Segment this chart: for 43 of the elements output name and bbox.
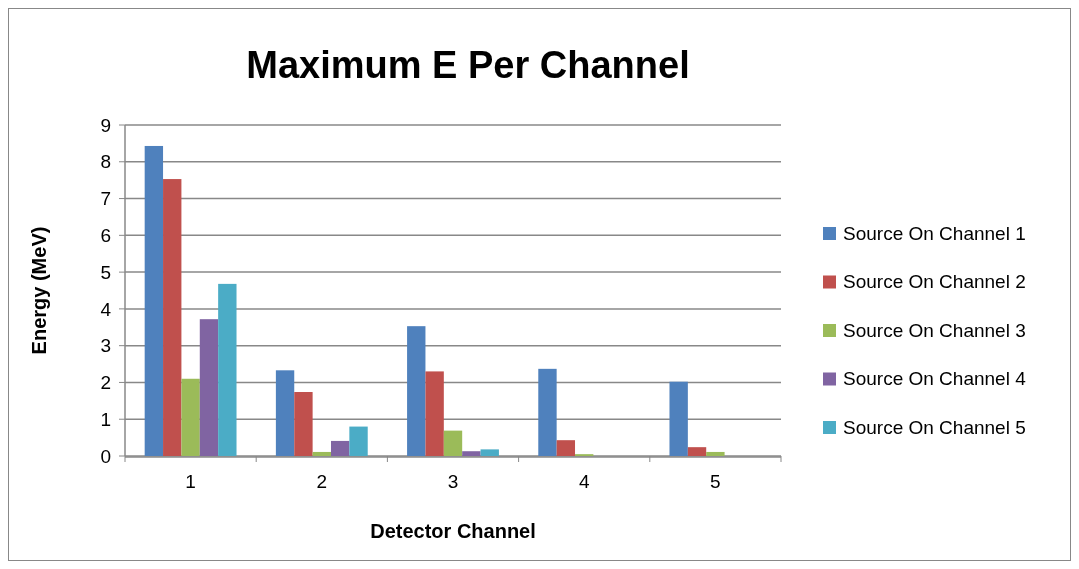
bar: [349, 426, 368, 456]
bar: [144, 145, 164, 456]
bar: [275, 370, 295, 456]
bar: [163, 179, 182, 456]
legend-label: Source On Channel 1: [843, 222, 1026, 244]
bar: [294, 392, 313, 456]
legend-label: Source On Channel 2: [843, 271, 1026, 293]
y-axis-title: Energy (MeV): [28, 226, 50, 355]
bar: [330, 440, 350, 456]
x-tick-label: 4: [578, 471, 590, 492]
chart-title: Maximum E Per Channel: [246, 44, 690, 86]
y-tick-label: 0: [100, 445, 111, 467]
legend-label: Source On Channel 3: [843, 319, 1026, 341]
legend-label: Source On Channel 5: [843, 416, 1026, 438]
y-tick-label: 3: [100, 335, 111, 357]
x-tick-label: 3: [447, 471, 459, 492]
y-tick-label: 9: [100, 114, 111, 136]
legend-label: Source On Channel 4: [843, 368, 1027, 390]
bar: [480, 449, 499, 456]
bar: [407, 326, 426, 456]
y-tick-label: 5: [100, 261, 111, 283]
y-tick-label: 8: [100, 151, 111, 173]
bar: [425, 371, 444, 456]
bar: [706, 451, 725, 456]
bar: [312, 451, 331, 456]
bar: [687, 447, 707, 456]
bar: [556, 440, 576, 456]
bar: [199, 319, 219, 456]
bar: [538, 368, 557, 456]
x-tick-label: 5: [710, 471, 721, 492]
y-tick-label: 6: [100, 224, 111, 246]
bar: [443, 430, 463, 456]
x-tick-label: 1: [185, 471, 196, 492]
bar: [669, 381, 688, 456]
bar: [462, 451, 481, 456]
y-tick-label: 4: [100, 298, 112, 320]
bar: [181, 378, 200, 456]
y-tick-label: 2: [100, 372, 111, 394]
y-tick-label: 7: [100, 188, 111, 210]
bar: [218, 283, 237, 456]
y-tick-label: 1: [100, 408, 111, 430]
x-tick-label: 2: [316, 471, 328, 492]
x-axis-title: Detector Channel: [370, 520, 536, 542]
